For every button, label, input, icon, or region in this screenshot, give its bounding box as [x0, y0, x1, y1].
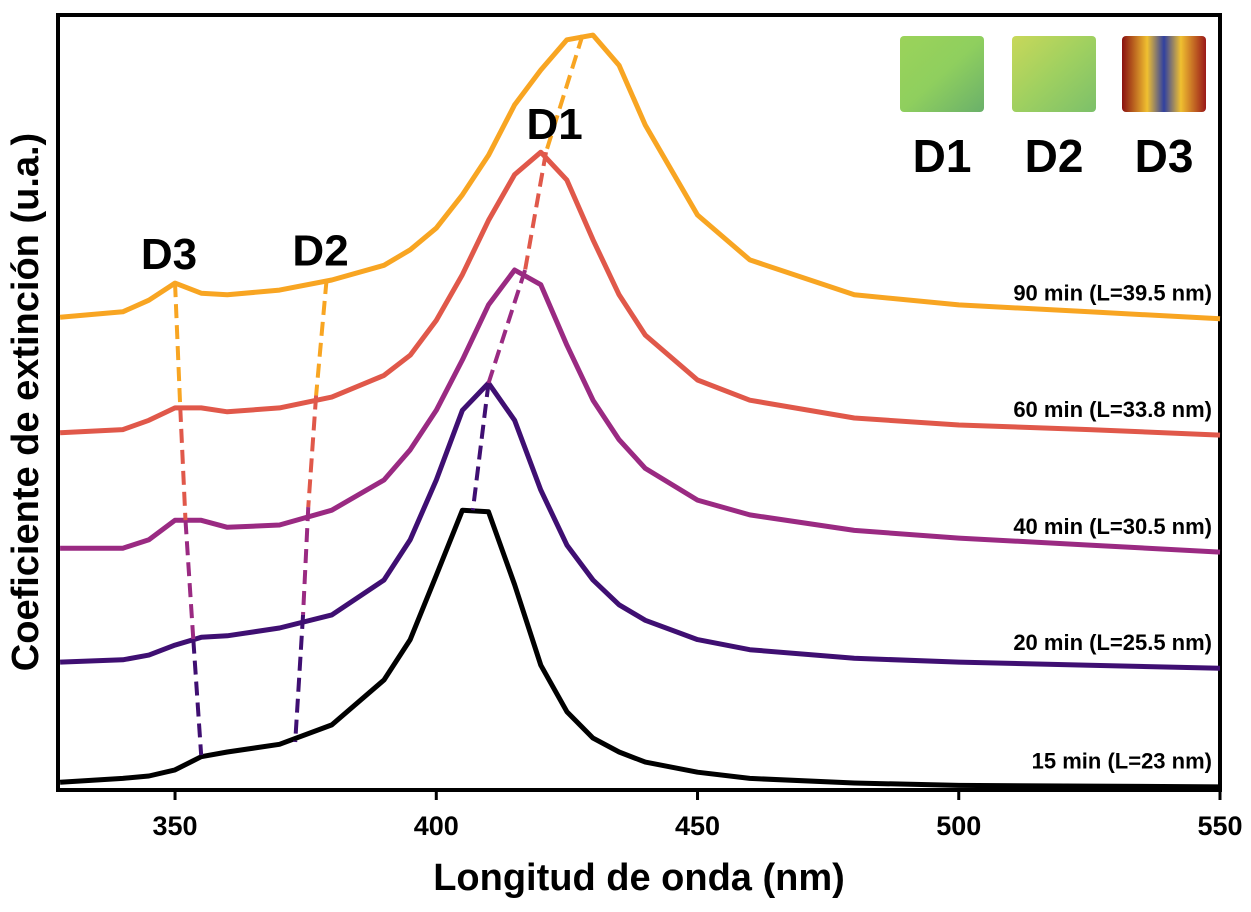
spectrum-line	[59, 507, 1221, 790]
mode-label: D1	[526, 100, 582, 149]
mode-icon	[1012, 36, 1096, 112]
series-label: 40 min (L=30.5 nm)	[1013, 514, 1212, 539]
plot-frame	[56, 13, 1222, 792]
inset-label: D3	[1135, 130, 1194, 182]
inset-label: D1	[913, 130, 972, 182]
mode-guide	[523, 151, 548, 271]
series-label: 20 min (L=25.5 nm)	[1013, 630, 1212, 655]
x-tick-label: 400	[414, 811, 459, 841]
x-tick-label: 500	[936, 811, 981, 841]
mode-guide	[486, 269, 528, 384]
mode-guide	[306, 395, 319, 508]
inset-icons	[900, 36, 1206, 112]
spectrum-line	[60, 267, 1221, 555]
inset-label: D2	[1025, 130, 1084, 182]
mode-guide	[191, 639, 204, 756]
mode-guide	[293, 614, 306, 743]
mode-label: D3	[141, 230, 197, 279]
spectrum-line	[59, 149, 1221, 438]
x-tick-label: 350	[153, 811, 198, 841]
series-label: 90 min (L=39.5 nm)	[1013, 281, 1212, 306]
mode-label: D2	[292, 227, 348, 276]
mode-icon	[1122, 36, 1206, 112]
y-axis-title: Coeficiente de extinción (u.a.)	[5, 133, 47, 671]
mode-guide	[470, 382, 491, 511]
series-label: 15 min (L=23 nm)	[1032, 749, 1212, 774]
mode-guide	[314, 279, 329, 396]
mode-guide	[301, 507, 311, 615]
x-axis-title: Longitud de onda (nm)	[433, 857, 845, 899]
x-tick-label: 450	[675, 811, 720, 841]
mode-guide	[173, 283, 183, 409]
series-label: 60 min (L=33.8 nm)	[1013, 397, 1212, 422]
mode-icon	[900, 36, 984, 112]
spectrum-line	[59, 32, 1221, 322]
mode-guide	[183, 520, 196, 640]
x-tick-label: 550	[1197, 811, 1242, 841]
mode-guide	[178, 407, 188, 521]
